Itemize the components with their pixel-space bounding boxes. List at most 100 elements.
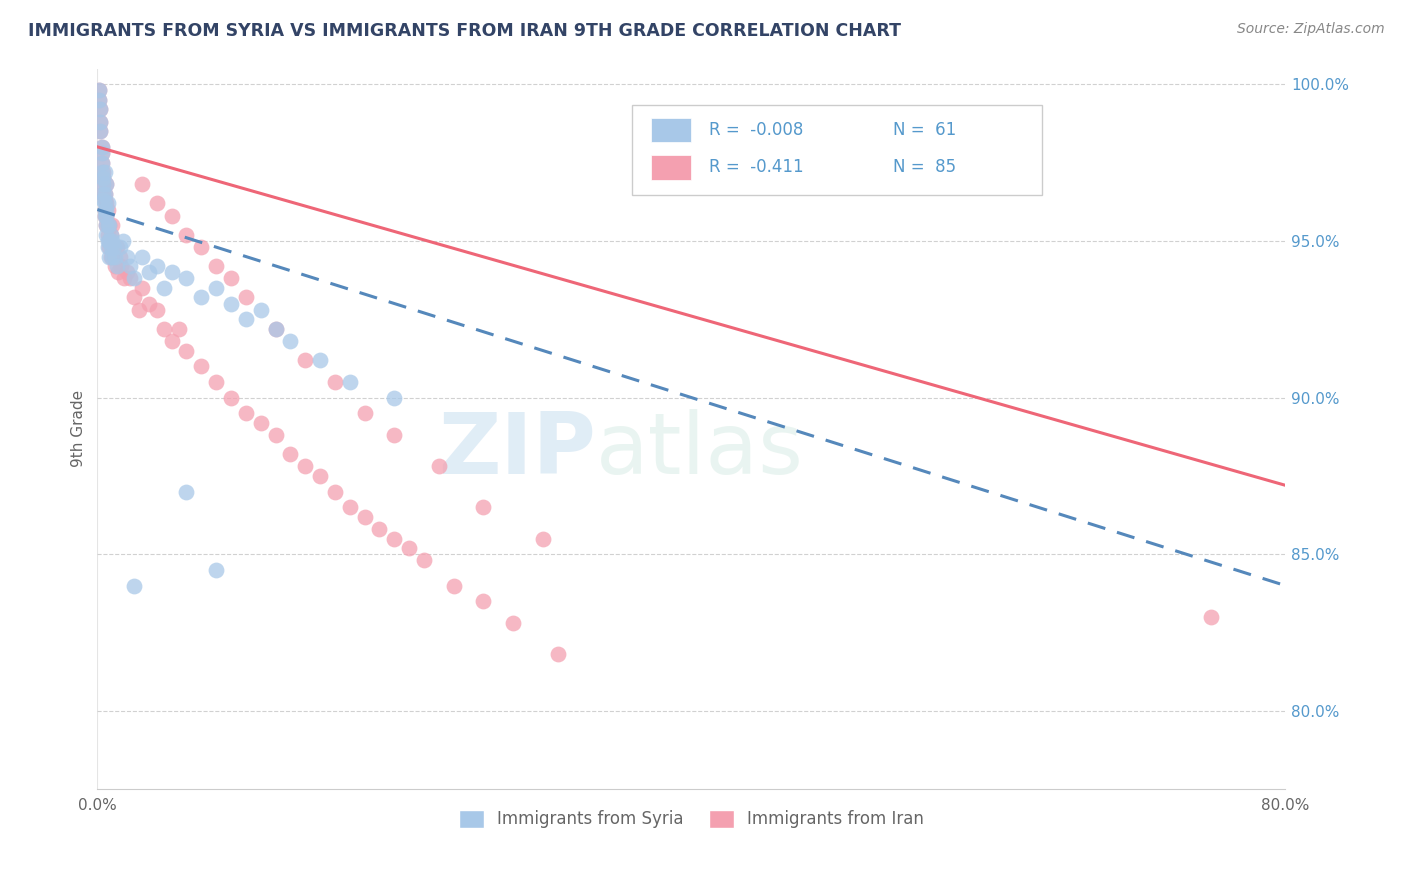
Point <box>353 509 375 524</box>
Point <box>101 218 124 232</box>
Point <box>323 484 346 499</box>
Point <box>219 391 242 405</box>
Point <box>128 302 150 317</box>
Point <box>131 250 153 264</box>
Point <box>96 209 118 223</box>
Point <box>112 271 135 285</box>
Point <box>294 459 316 474</box>
Point <box>98 250 121 264</box>
Point <box>97 218 120 232</box>
Point <box>115 250 138 264</box>
Point <box>249 416 271 430</box>
Text: ZIP: ZIP <box>439 409 596 492</box>
Legend: Immigrants from Syria, Immigrants from Iran: Immigrants from Syria, Immigrants from I… <box>453 803 931 835</box>
Point <box>145 302 167 317</box>
Point <box>153 321 176 335</box>
Point <box>339 375 361 389</box>
Point <box>96 209 118 223</box>
Point <box>87 83 110 97</box>
Text: atlas: atlas <box>596 409 804 492</box>
Point <box>339 500 361 515</box>
Point <box>264 321 287 335</box>
Point <box>90 140 112 154</box>
Point <box>160 265 183 279</box>
Point <box>323 375 346 389</box>
Point <box>103 240 125 254</box>
Point <box>96 227 118 242</box>
Point <box>205 259 228 273</box>
Point <box>98 234 121 248</box>
Point <box>108 240 131 254</box>
Point <box>89 115 111 129</box>
Point <box>100 240 122 254</box>
Point <box>96 196 118 211</box>
Point <box>219 271 242 285</box>
Point <box>108 250 131 264</box>
Point <box>153 281 176 295</box>
Point <box>91 178 114 192</box>
Point <box>1199 610 1222 624</box>
Point <box>309 468 332 483</box>
Point <box>131 178 153 192</box>
Point <box>502 616 524 631</box>
Point <box>97 218 120 232</box>
Point <box>94 202 117 217</box>
Point <box>96 178 118 192</box>
Point <box>97 196 120 211</box>
Point <box>190 240 212 254</box>
Text: R =  -0.411: R = -0.411 <box>709 158 804 177</box>
Point <box>98 234 121 248</box>
Point <box>124 578 146 592</box>
Point <box>90 146 112 161</box>
Point <box>100 250 122 264</box>
Point <box>97 202 120 217</box>
Point <box>145 196 167 211</box>
Point <box>131 281 153 295</box>
Point <box>176 271 198 285</box>
Point <box>219 296 242 310</box>
Point <box>160 209 183 223</box>
Point <box>443 578 465 592</box>
Point <box>94 196 117 211</box>
Point <box>368 522 391 536</box>
Point <box>94 209 117 223</box>
Point <box>94 186 117 201</box>
FancyBboxPatch shape <box>631 104 1042 194</box>
Point <box>176 343 198 358</box>
Point <box>118 271 141 285</box>
Point <box>110 259 132 273</box>
FancyBboxPatch shape <box>651 118 692 142</box>
Point <box>91 165 114 179</box>
Point <box>235 406 257 420</box>
Point <box>90 146 112 161</box>
Point <box>176 227 198 242</box>
Point <box>531 532 554 546</box>
Point <box>90 140 112 154</box>
Point <box>90 165 112 179</box>
Point <box>98 240 121 254</box>
Point <box>115 265 138 279</box>
Point <box>104 250 127 264</box>
Point <box>87 83 110 97</box>
Point <box>382 532 405 546</box>
Point <box>280 334 302 348</box>
Point <box>105 240 128 254</box>
Point <box>235 290 257 304</box>
Point <box>104 259 127 273</box>
Text: R =  -0.008: R = -0.008 <box>709 120 803 139</box>
Point <box>547 648 569 662</box>
Point <box>472 594 495 608</box>
Point <box>98 218 121 232</box>
Point <box>264 428 287 442</box>
Point <box>97 234 120 248</box>
Point <box>90 155 112 169</box>
Point <box>96 202 118 217</box>
Point <box>382 428 405 442</box>
Point <box>89 115 111 129</box>
Point <box>89 124 111 138</box>
Point <box>96 178 118 192</box>
Point <box>398 541 420 555</box>
Point <box>118 259 141 273</box>
Point <box>124 271 146 285</box>
Point <box>91 186 114 201</box>
